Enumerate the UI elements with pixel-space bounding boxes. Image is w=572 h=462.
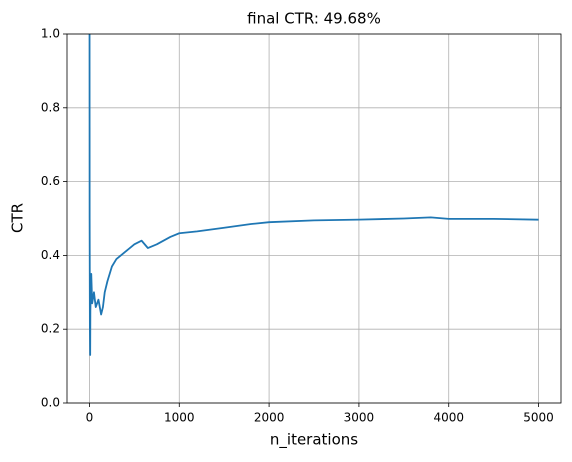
y-tick-label: 0.2: [41, 322, 60, 336]
x-tick-label: 4000: [433, 411, 464, 425]
data-line: [88, 33, 539, 356]
x-axis-label: n_iterations: [270, 431, 358, 450]
x-tick-label: 0: [86, 411, 94, 425]
x-tick-label: 5000: [523, 411, 554, 425]
plot-frame: [66, 33, 562, 404]
y-tick-label: 0.8: [41, 100, 60, 114]
y-tick-label: 0.0: [41, 396, 60, 410]
y-tick-label: 0.6: [41, 174, 60, 188]
x-tick-label: 3000: [344, 411, 375, 425]
y-tick-label: 0.4: [41, 248, 60, 262]
chart-title: final CTR: 49.68%: [247, 10, 381, 28]
x-tick-label: 2000: [254, 411, 285, 425]
y-tick-label: 1.0: [41, 27, 60, 41]
y-axis-label: CTR: [9, 203, 27, 233]
x-tick-label: 1000: [164, 411, 195, 425]
